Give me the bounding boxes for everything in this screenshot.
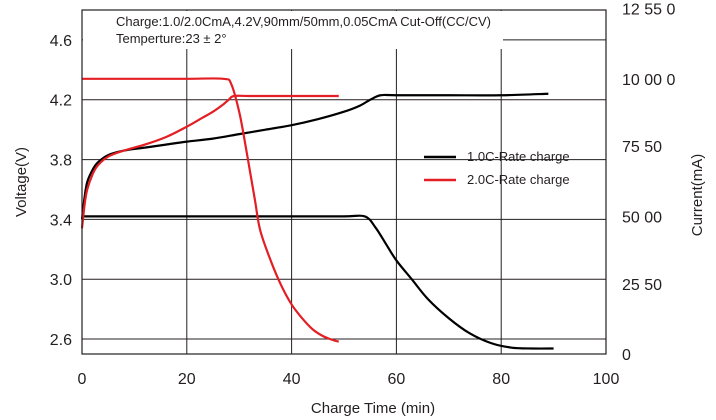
legend-label-series-2: 2.0C-Rate charge	[467, 172, 570, 187]
x-axis-label: Charge Time (min)	[311, 400, 435, 417]
x-tick-label-3: 60	[388, 371, 406, 388]
annotation-line-1: Charge:1.0/2.0CmA,4.2V,90mm/50mm,0.05CmA…	[116, 14, 491, 29]
y2-tick-label-1: 25 50	[622, 277, 662, 294]
legend-label-series-1: 1.0C-Rate charge	[467, 149, 570, 164]
y-axis-ticks: 2.6 3.0 3.4 3.8 4.2 4.6	[50, 33, 72, 349]
x-tick-label-4: 80	[492, 371, 510, 388]
legend: 1.0C-Rate charge 2.0C-Rate charge	[424, 149, 570, 187]
y2-axis-ticks: 0 25 50 50 00 75 50 10 00 0 12 55 0	[622, 2, 675, 364]
annotation-line-2: Temperture:23 ± 2°	[116, 31, 227, 46]
y-tick-label-2: 3.4	[50, 212, 72, 229]
series-1-current-line	[82, 214, 554, 350]
y-tick-label-3: 3.8	[50, 153, 72, 170]
x-tick-label-2: 40	[283, 371, 301, 388]
annotation-box: Charge:1.0/2.0CmA,4.2V,90mm/50mm,0.05CmA…	[116, 14, 491, 46]
y2-tick-label-4: 10 00 0	[622, 72, 675, 89]
x-tick-label-1: 20	[178, 371, 196, 388]
y2-tick-label-2: 50 00	[622, 209, 662, 226]
y-axis-label: Voltage(V)	[13, 147, 30, 217]
x-axis-ticks: 0 20 40 60 80 100	[78, 371, 620, 388]
series-group	[80, 77, 554, 350]
y-tick-label-5: 4.6	[50, 33, 72, 50]
y-tick-label-0: 2.6	[50, 332, 72, 349]
series-1-voltage-line	[80, 92, 549, 220]
y-tick-label-4: 4.2	[50, 93, 72, 110]
series-2-current-line	[82, 77, 340, 343]
y2-tick-label-5: 12 55 0	[622, 2, 675, 19]
y2-axis-label: Current(mA)	[689, 154, 706, 237]
annotation-backdrop	[83, 11, 503, 49]
gridlines	[82, 10, 606, 354]
x-tick-label-0: 0	[78, 371, 87, 388]
x-tick-label-5: 100	[593, 371, 620, 388]
plot-frame	[81, 9, 607, 355]
y2-tick-label-0: 0	[622, 347, 631, 364]
y-tick-label-1: 3.0	[50, 272, 72, 289]
y2-tick-label-3: 75 50	[622, 139, 662, 156]
